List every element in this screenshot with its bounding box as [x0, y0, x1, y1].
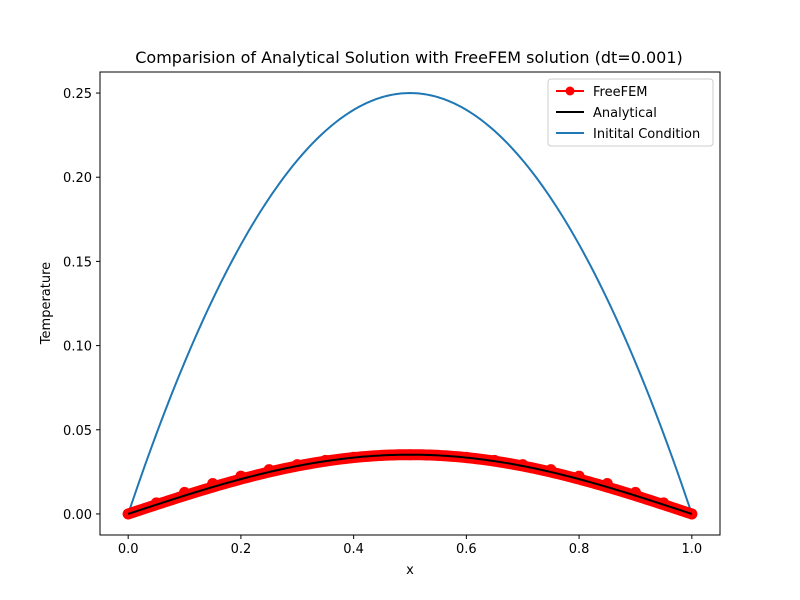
y-tick-label: 0.00 — [63, 508, 92, 523]
x-tick-label: 0.6 — [456, 542, 477, 557]
y-tick-label: 0.20 — [63, 171, 92, 186]
legend-initial-condition-label: Initital Condition — [593, 127, 700, 142]
y-tick-label: 0.10 — [63, 340, 92, 355]
x-axis-label: x — [406, 563, 414, 578]
y-axis-label: Temperature — [39, 262, 54, 345]
legend: FreeFEM Analytical Initital Condition — [548, 79, 713, 146]
y-tick-label: 0.05 — [63, 424, 92, 439]
chart-title: Comparision of Analytical Solution with … — [135, 48, 683, 67]
y-tick-label: 0.25 — [63, 87, 92, 102]
x-tick-label: 0.8 — [569, 542, 590, 557]
legend-freefem-label: FreeFEM — [593, 85, 648, 100]
legend-analytical-label: Analytical — [593, 106, 657, 121]
x-tick-label: 0.0 — [118, 542, 139, 557]
y-tick-label: 0.15 — [63, 255, 92, 270]
legend-freefem-marker — [566, 87, 575, 96]
x-tick-label: 0.2 — [231, 542, 252, 557]
x-tick-label: 0.4 — [343, 542, 364, 557]
x-tick-label: 1.0 — [681, 542, 702, 557]
